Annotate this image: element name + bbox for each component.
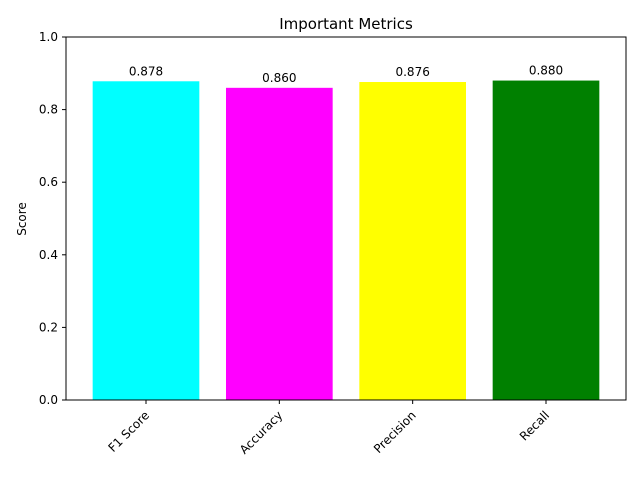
y-tick-label: 0.8 <box>39 103 58 117</box>
data-label: 0.860 <box>262 71 296 85</box>
x-tick-label: F1 Score <box>105 408 152 455</box>
data-label: 0.876 <box>395 65 429 79</box>
y-axis-label: Score <box>15 202 29 236</box>
chart-title: Important Metrics <box>279 15 413 33</box>
x-tick-label: Precision <box>371 408 419 456</box>
x-tick-label: Recall <box>517 408 552 443</box>
x-tick-label: Accuracy <box>237 408 286 457</box>
bar-recall <box>492 80 600 400</box>
x-axis: F1 Score Accuracy Precision Recall <box>105 400 552 457</box>
y-tick-label: 0.6 <box>39 175 58 189</box>
bar-accuracy <box>226 87 333 400</box>
y-tick-label: 0.0 <box>39 393 58 407</box>
data-labels-group: 0.878 0.860 0.876 0.880 <box>129 64 563 85</box>
y-axis: 0.0 0.2 0.4 0.6 0.8 1.0 <box>39 30 66 407</box>
bars-group <box>92 80 600 401</box>
bar-precision <box>359 82 466 401</box>
data-label: 0.880 <box>529 64 563 78</box>
plot-frame <box>65 36 627 401</box>
y-tick-label: 1.0 <box>39 30 58 44</box>
y-tick-label: 0.2 <box>39 320 58 334</box>
y-tick-label: 0.4 <box>39 248 58 262</box>
data-label: 0.878 <box>129 64 163 78</box>
bar-f1-score <box>92 81 200 400</box>
